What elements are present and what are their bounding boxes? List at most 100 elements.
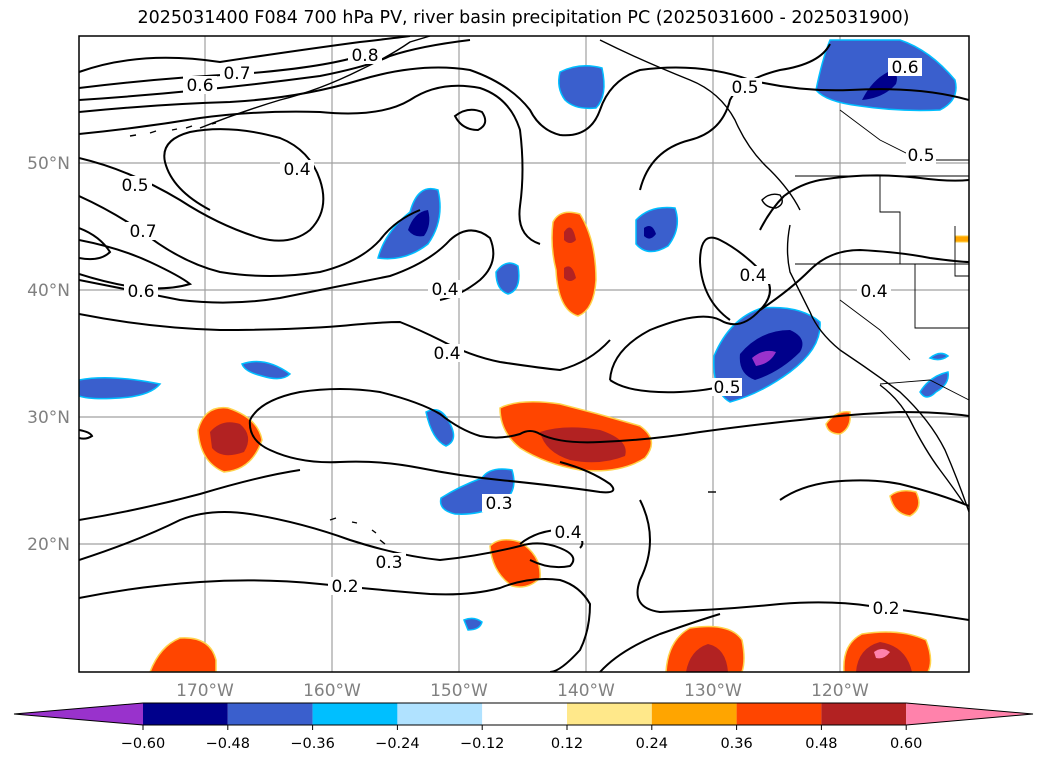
hawaii-islands [329, 517, 386, 545]
lon-tick-label: 140°W [557, 681, 615, 701]
contour-label-bg [906, 146, 936, 164]
contour-label-bg [118, 176, 152, 194]
contour-label-bg [482, 494, 516, 512]
colorbar-tick-label: −0.24 [375, 736, 419, 752]
contour-label: 0.2 [872, 599, 899, 619]
contour-label: 0.5 [713, 378, 740, 398]
colorbar-segment [482, 703, 567, 725]
precip-negative-core [408, 210, 430, 237]
contour-label-bg [280, 160, 314, 178]
colorbar: −0.60 −0.48 −0.36 −0.24 −0.12 0.12 0.24 … [13, 702, 1034, 752]
colorbar-segment [397, 703, 483, 725]
pv-contour [759, 174, 969, 231]
contour-label: 0.7 [129, 222, 156, 242]
contour-label: 0.4 [283, 160, 310, 180]
precip-negative-area [463, 617, 483, 631]
pv-contour [79, 511, 575, 569]
colorbar-tick-label: 0.36 [720, 736, 752, 752]
contour-label: 0.4 [860, 282, 887, 302]
precip-negative-area [558, 65, 605, 110]
contour-label-bg [857, 282, 891, 300]
colorbar-tick-label: −0.36 [290, 736, 334, 752]
precip-positive-core [564, 227, 576, 243]
contour-label: 0.2 [331, 577, 358, 597]
lat-tick-label: 20°N [27, 535, 70, 555]
precip-negative-area [928, 352, 950, 361]
precip-negative-extreme [752, 350, 776, 366]
us-mexico-border [879, 379, 969, 401]
colorbar-segment [312, 703, 398, 725]
colorbar-segment [651, 703, 737, 725]
contour-label-bg [712, 378, 742, 396]
pv-contour [79, 128, 325, 242]
lat-tick-label: 50°N [27, 154, 70, 174]
pv-contour [79, 429, 94, 440]
colorbar-segment [227, 703, 313, 725]
pv-contour [248, 419, 615, 494]
contour-label-bg [551, 523, 585, 541]
state-border [839, 299, 911, 361]
us-west-coast [786, 224, 969, 513]
precip-negative-area [241, 360, 292, 380]
lon-tick-label: 150°W [430, 681, 488, 701]
precip-positive-area [889, 489, 920, 517]
province-border [839, 109, 969, 161]
colorbar-extend-low [14, 703, 143, 725]
pv-contour [79, 469, 301, 521]
precip-positive-area [489, 539, 541, 588]
pv-contour [79, 239, 193, 290]
precip-positive-core [540, 427, 626, 463]
pv-contour [79, 227, 112, 261]
colorbar-ticks [142, 725, 907, 730]
colorbar-segment [143, 703, 228, 725]
vancouver-island [761, 193, 783, 209]
pv-contour [79, 36, 411, 73]
lon-tick-label: 130°W [684, 681, 742, 701]
pv-contour [79, 229, 495, 304]
colorbar-segment [736, 703, 822, 725]
colorbar-tick-label: 0.48 [805, 736, 837, 752]
pv-contour [759, 248, 969, 311]
lat-tick-label: 40°N [27, 281, 70, 301]
baja-coast [879, 384, 966, 506]
contour-label: 0.5 [731, 78, 758, 98]
precip-positive-core [210, 422, 249, 456]
colorbar-tick-label: −0.60 [121, 736, 165, 752]
contour-label-bg [869, 599, 903, 617]
contour-label: 0.4 [739, 266, 766, 286]
lon-axis-labels: 170°W 160°W 150°W 140°W 130°W 120°W [176, 681, 869, 701]
precip-negative-core [644, 226, 656, 239]
colorbar-tick-label: 0.12 [551, 736, 583, 752]
state-border [914, 264, 969, 329]
contour-label-bg [736, 266, 770, 284]
contour-label-bg [328, 577, 362, 595]
precip-positive-area [149, 637, 217, 672]
state-border [879, 176, 901, 264]
precip-negative-area [79, 377, 162, 400]
precip-negative-area [635, 206, 679, 253]
contour-label: 0.4 [433, 344, 460, 364]
pv-contour [79, 313, 611, 372]
precip-positive-area [551, 211, 597, 317]
pv-contour [79, 578, 592, 672]
lon-tick-label: 160°W [303, 681, 361, 701]
contour-label-bg [728, 78, 762, 96]
map-frame [78, 35, 970, 673]
precip-positive-area [954, 235, 969, 243]
colorbar-segment [821, 703, 907, 725]
pv-contour [79, 66, 969, 137]
colorbar-tick-label: −0.48 [206, 736, 250, 752]
precip-positive-core [686, 644, 728, 672]
contour-label: 0.3 [375, 553, 402, 573]
contour-label-bg [126, 222, 160, 240]
contour-label-bg [428, 280, 462, 298]
colorbar-tick-label: 0.60 [890, 736, 922, 752]
lon-tick-label: 120°W [811, 681, 869, 701]
pv-contour [639, 43, 831, 191]
contour-label: 0.5 [121, 176, 148, 196]
contour-label: 0.6 [891, 58, 918, 78]
precip-positive-extreme [874, 649, 890, 659]
contour-label: 0.4 [554, 523, 581, 543]
map-title: 2025031400 F084 700 hPa PV, river basin … [137, 8, 910, 28]
pv-contour [609, 236, 771, 381]
